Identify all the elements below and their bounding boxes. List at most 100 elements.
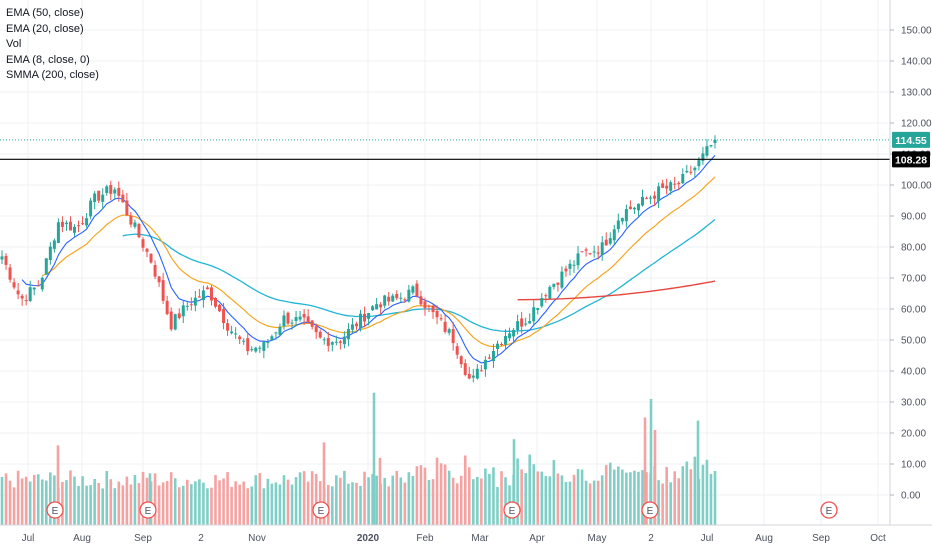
x-tick-label: Nov bbox=[248, 533, 266, 544]
volume-bar bbox=[141, 471, 145, 525]
candle-body bbox=[338, 341, 342, 343]
volume-bar bbox=[36, 474, 40, 525]
level-price-tag-label: 108.28 bbox=[895, 154, 927, 166]
volume-bar bbox=[407, 472, 411, 525]
volume-bar bbox=[226, 472, 229, 525]
legend-vol[interactable]: Vol bbox=[6, 38, 22, 51]
candle-body bbox=[516, 321, 520, 331]
price-axis[interactable]: 150.00140.00130.00120.00110.00100.0090.0… bbox=[889, 0, 932, 525]
current-price-tag bbox=[892, 131, 930, 148]
volume-bar bbox=[145, 477, 149, 525]
x-tick-label: 2020 bbox=[357, 533, 380, 544]
volume-bar bbox=[250, 486, 254, 525]
x-tick-label: Feb bbox=[416, 533, 434, 544]
candle-body bbox=[665, 185, 669, 189]
y-tick-label: 50.00 bbox=[901, 336, 926, 347]
earnings-marker-label: E bbox=[145, 506, 152, 517]
volume-bar bbox=[113, 488, 117, 525]
volume-bar bbox=[129, 484, 133, 525]
volume-bar bbox=[560, 475, 564, 525]
volume-bar bbox=[194, 481, 197, 525]
volume-bar bbox=[351, 482, 354, 525]
time-axis[interactable]: Jul Aug Sep 2 Nov 2020 Feb Mar Apr May 2 Jul Aug Sep O… bbox=[0, 524, 932, 544]
volume-bar bbox=[214, 475, 217, 525]
volume-bar bbox=[314, 473, 318, 525]
volume-bar bbox=[528, 454, 532, 525]
volume-bar bbox=[383, 477, 386, 525]
volume-bar bbox=[274, 482, 278, 525]
candle-body bbox=[383, 295, 387, 306]
candle-body bbox=[56, 222, 60, 243]
candle-body bbox=[346, 329, 350, 340]
candle-body bbox=[689, 171, 693, 173]
volume-bar bbox=[411, 475, 415, 525]
volume-bar bbox=[202, 482, 205, 525]
candle-body bbox=[250, 349, 254, 351]
candle-body bbox=[129, 215, 133, 225]
candle-body bbox=[568, 263, 572, 269]
candle-body bbox=[483, 359, 487, 370]
y-tick-label: 40.00 bbox=[901, 367, 926, 378]
legend-ema8[interactable]: EMA (8, close, 0) bbox=[6, 53, 90, 66]
candle-body bbox=[8, 267, 12, 280]
candle-body bbox=[161, 280, 165, 301]
volume-bar bbox=[439, 463, 443, 525]
volume-bar bbox=[343, 470, 346, 525]
candle-body bbox=[532, 307, 536, 322]
volume-bar bbox=[496, 487, 499, 525]
candle-body bbox=[286, 312, 290, 324]
candle-body bbox=[334, 341, 338, 343]
volume-bar bbox=[306, 481, 310, 525]
candle-body bbox=[238, 336, 242, 340]
candle-body bbox=[697, 160, 701, 167]
x-tick-label: Sep bbox=[134, 533, 152, 544]
volume-bar bbox=[24, 476, 28, 525]
volume-bar bbox=[451, 477, 455, 525]
candle-body bbox=[588, 253, 592, 255]
candle-body bbox=[282, 315, 286, 327]
candle-body bbox=[596, 252, 600, 254]
candle-body bbox=[85, 218, 89, 226]
legend-ema50[interactable]: EMA (50, close) bbox=[6, 7, 84, 19]
ema20-line bbox=[42, 176, 716, 348]
candle-body bbox=[604, 239, 608, 246]
volume-bar bbox=[173, 478, 177, 525]
volume-bar bbox=[480, 478, 483, 525]
legend-smma200[interactable]: SMMA (200, close) bbox=[6, 69, 99, 82]
candle-body bbox=[40, 277, 44, 290]
candle-body bbox=[673, 183, 677, 185]
volume-bar bbox=[222, 478, 225, 525]
volume-bar bbox=[165, 481, 169, 525]
candle-body bbox=[177, 313, 181, 319]
candle-body bbox=[632, 207, 636, 210]
candle-body bbox=[419, 296, 423, 305]
x-tick-label: May bbox=[588, 533, 607, 544]
volume-bar-peak bbox=[372, 392, 376, 525]
volume-bar bbox=[532, 464, 536, 525]
volume-bar bbox=[49, 472, 52, 525]
candle-body bbox=[12, 282, 16, 288]
y-tick-label: 30.00 bbox=[901, 398, 926, 409]
volume-bar bbox=[504, 477, 507, 525]
volume-bar bbox=[85, 485, 88, 525]
volume-bar bbox=[459, 475, 463, 525]
legend-ema20[interactable]: EMA (20, close) bbox=[6, 22, 84, 35]
x-tick-label: 2 bbox=[198, 533, 204, 544]
candle-body bbox=[133, 222, 137, 227]
volume-bar bbox=[395, 470, 399, 525]
x-tick-label: 2 bbox=[648, 533, 654, 544]
volume-bar bbox=[105, 470, 109, 525]
candle-body bbox=[693, 167, 697, 171]
volume-bar bbox=[564, 481, 568, 525]
candle-body bbox=[298, 316, 302, 320]
volume-bar bbox=[286, 479, 290, 525]
volume-bar-peak bbox=[378, 457, 382, 525]
volume-bar-peak bbox=[653, 429, 657, 525]
volume-bar bbox=[548, 476, 552, 525]
volume-bar-peak bbox=[56, 445, 60, 525]
volume-bar bbox=[161, 482, 165, 525]
candle-body bbox=[93, 193, 97, 203]
candle-body bbox=[669, 182, 673, 191]
